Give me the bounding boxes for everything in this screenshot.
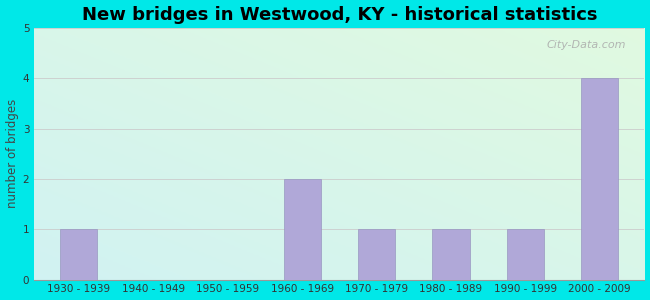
Y-axis label: number of bridges: number of bridges	[6, 99, 19, 208]
Text: City-Data.com: City-Data.com	[547, 40, 626, 50]
Bar	[283, 179, 320, 280]
Bar	[60, 229, 98, 280]
Bar	[581, 78, 618, 280]
Title: New bridges in Westwood, KY - historical statistics: New bridges in Westwood, KY - historical…	[82, 6, 597, 24]
Bar	[432, 229, 469, 280]
Bar	[507, 229, 544, 280]
Bar	[358, 229, 395, 280]
